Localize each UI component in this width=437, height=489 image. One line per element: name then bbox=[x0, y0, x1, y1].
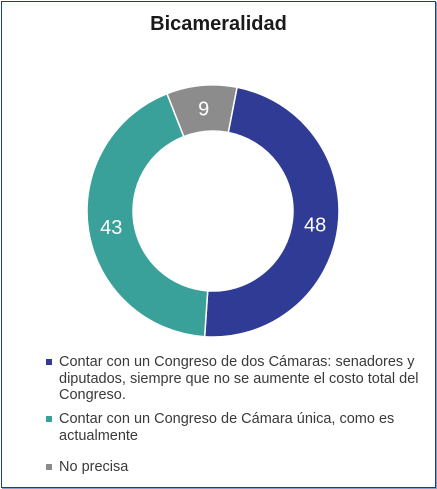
legend-item-dos-camaras: Contar con un Congreso de dos Cámaras: s… bbox=[46, 354, 429, 404]
legend-marker-dos-camaras bbox=[46, 359, 52, 365]
legend-marker-camara-unica bbox=[46, 416, 52, 422]
donut-chart: 48 43 9 bbox=[86, 84, 340, 338]
legend-label-camara-unica: Contar con un Congreso de Cámara única, … bbox=[59, 411, 395, 444]
chart-title: Bicameralidad bbox=[150, 13, 287, 35]
donut-slice-no-precisa bbox=[166, 84, 238, 138]
legend-item-camara-unica: Contar con un Congreso de Cámara única, … bbox=[46, 411, 429, 444]
donut-slice-camara-unica bbox=[86, 92, 209, 338]
donut-slice-dos-camaras bbox=[203, 86, 340, 338]
legend-label-no-precisa: No precisa bbox=[59, 459, 129, 475]
data-label-no-precisa: 9 bbox=[198, 98, 209, 120]
data-label-dos-camaras: 48 bbox=[304, 214, 326, 236]
data-label-camara-unica: 43 bbox=[100, 217, 122, 239]
legend-item-no-precisa: No precisa bbox=[46, 459, 429, 476]
legend-label-dos-camaras: Contar con un Congreso de dos Cámaras: s… bbox=[59, 354, 419, 403]
legend-marker-no-precisa bbox=[46, 464, 52, 470]
